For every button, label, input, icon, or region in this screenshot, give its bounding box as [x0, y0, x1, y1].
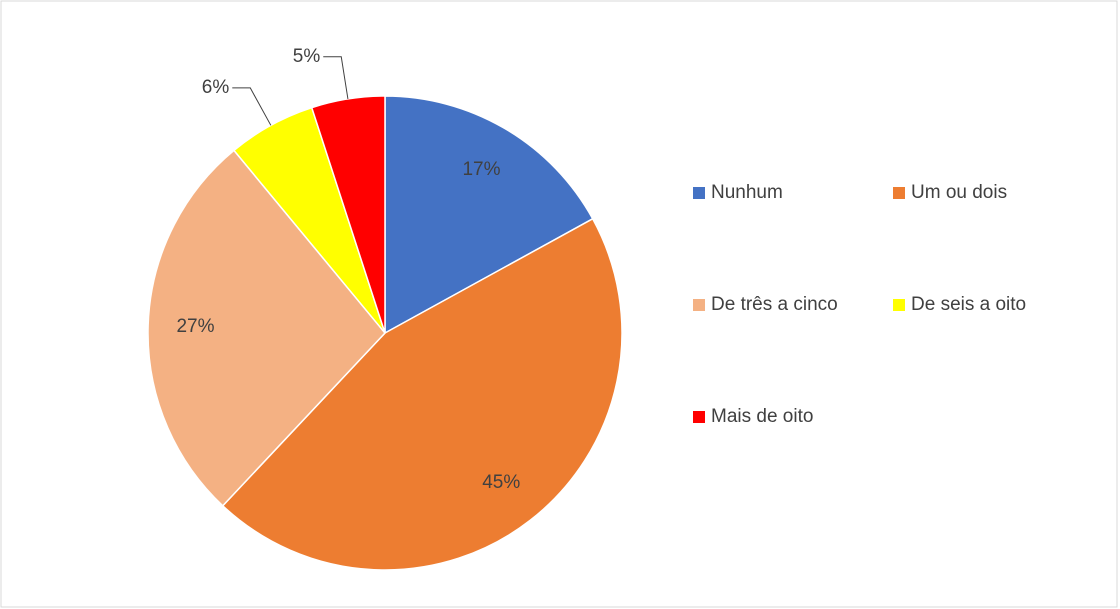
legend-label: Um ou dois: [911, 182, 1007, 203]
data-label: 6%: [202, 77, 230, 98]
legend-label: Mais de oito: [711, 406, 813, 427]
leader-line: [323, 56, 349, 99]
legend-label: De três a cinco: [711, 294, 838, 315]
legend-label: Nunhum: [711, 182, 783, 203]
pie-slice: [384, 95, 594, 335]
leader-line: [232, 87, 272, 126]
data-label: 5%: [293, 46, 321, 67]
data-label: 17%: [462, 159, 500, 180]
data-label: 45%: [482, 472, 520, 493]
pie-slice: [147, 149, 386, 507]
data-label: 27%: [176, 316, 214, 337]
pie-slice: [310, 95, 386, 334]
legend-swatch: [893, 187, 905, 199]
legend-swatch: [893, 299, 905, 311]
legend-swatch: [693, 299, 705, 311]
legend-swatch: [693, 411, 705, 423]
legend-swatch: [693, 187, 705, 199]
pie-slice: [221, 217, 623, 571]
legend-label: De seis a oito: [911, 294, 1026, 315]
